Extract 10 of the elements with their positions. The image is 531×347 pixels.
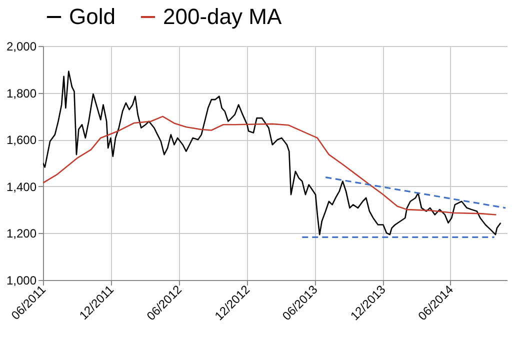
- line-series: [43, 116, 497, 216]
- y-tick-label: 1,800: [6, 86, 37, 100]
- legend-label: Gold: [69, 4, 116, 29]
- y-tick-label: 2,000: [6, 40, 37, 54]
- y-tick-label: 1,600: [6, 133, 37, 148]
- line-series: [43, 70, 502, 236]
- y-tick-label: 1,000: [6, 274, 37, 288]
- legend-label: 200-day MA: [163, 4, 282, 29]
- y-tick-label: 1,200: [6, 226, 37, 241]
- y-tick-label: 1,400: [6, 180, 37, 194]
